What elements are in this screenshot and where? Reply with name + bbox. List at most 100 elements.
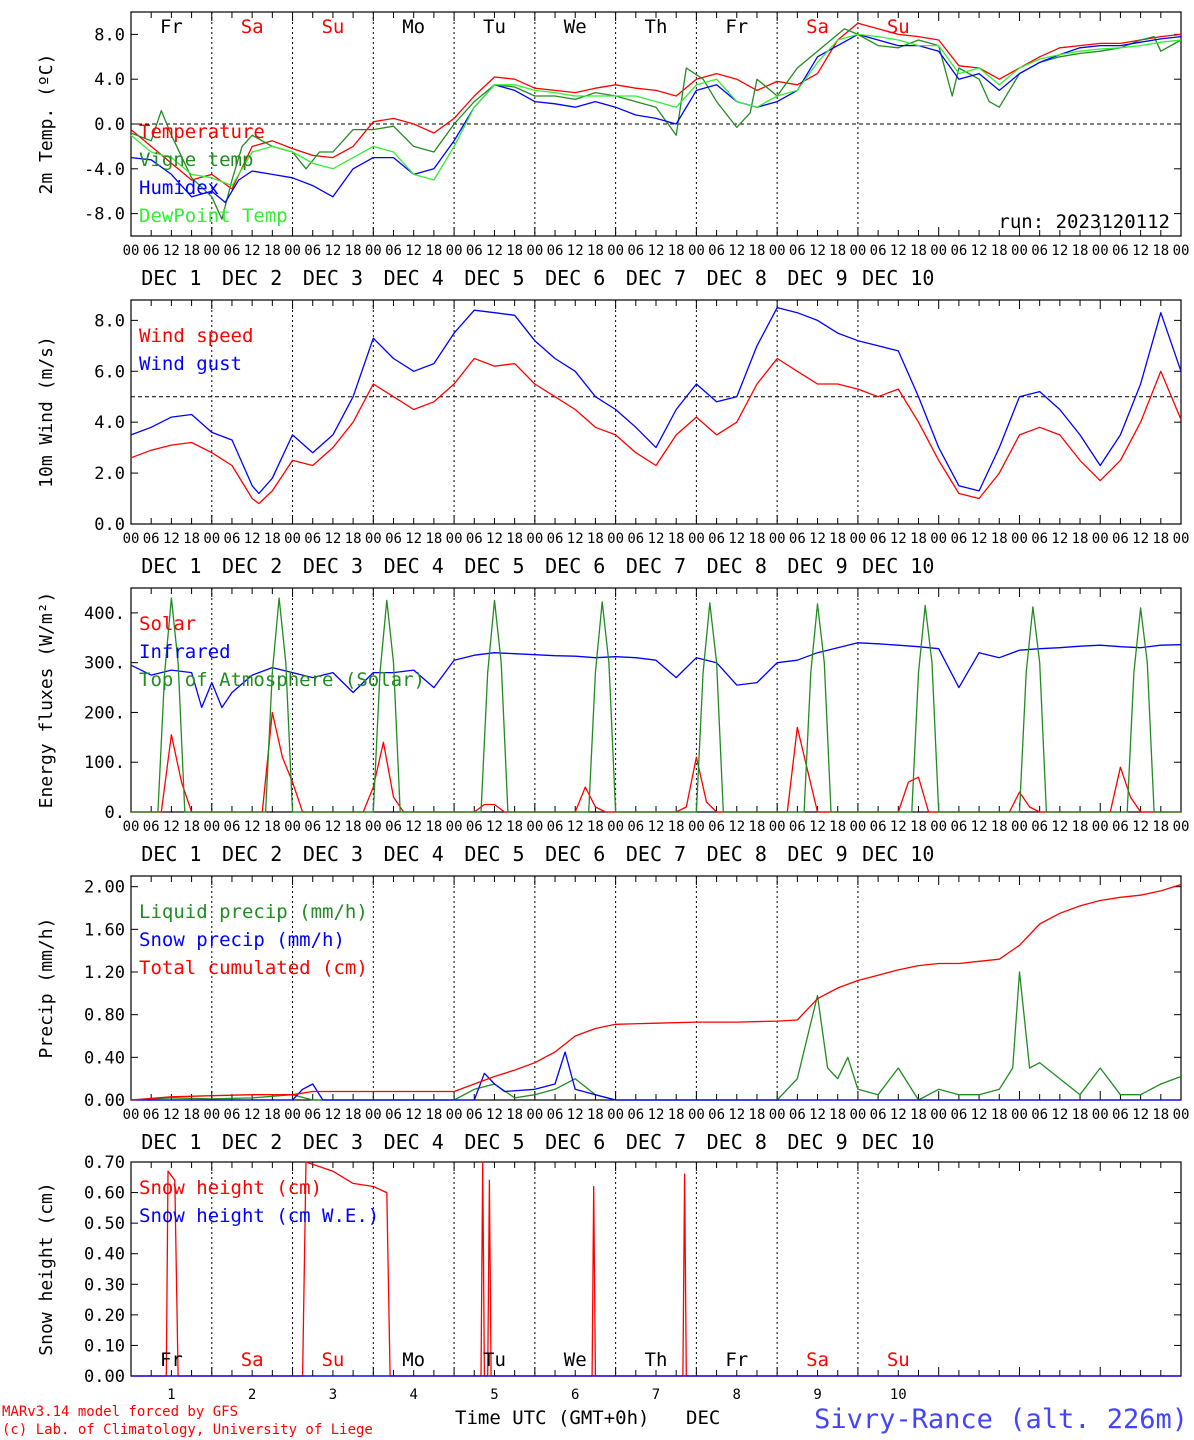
y-tick-label: 0.80 xyxy=(84,1006,125,1026)
y-tick-label: 1.60 xyxy=(84,920,125,940)
hour-tick-label: 00 xyxy=(203,531,220,547)
run-label: run: 2023120112 xyxy=(998,211,1170,233)
hour-tick-label: 06 xyxy=(708,1107,725,1123)
hour-tick-label: 00 xyxy=(203,243,220,259)
day-number-label: 4 xyxy=(409,1387,417,1403)
y-tick-label: 0.30 xyxy=(84,1275,125,1295)
y-tick-label: 0.00 xyxy=(84,1091,125,1111)
date-label: DEC 9 xyxy=(787,266,847,290)
hour-tick-label: 18 xyxy=(991,531,1008,547)
hour-tick-label: 18 xyxy=(506,819,523,835)
hour-tick-label: 00 xyxy=(607,531,624,547)
hour-tick-label: 06 xyxy=(143,1107,160,1123)
hour-tick-label: 12 xyxy=(648,531,665,547)
hour-tick-label: 00 xyxy=(607,819,624,835)
y-tick-label: 6.0 xyxy=(94,362,125,382)
y-tick-label: -4.0 xyxy=(84,160,125,180)
hour-tick-label: 00 xyxy=(1011,819,1028,835)
hour-tick-label: 18 xyxy=(264,1107,281,1123)
weekday-label: Sa xyxy=(241,1349,264,1371)
hour-tick-label: 06 xyxy=(1112,243,1129,259)
hour-tick-label: 12 xyxy=(1051,819,1068,835)
hour-tick-label: 12 xyxy=(163,819,180,835)
y-tick-label: 100. xyxy=(84,753,125,773)
hour-tick-label: 06 xyxy=(143,531,160,547)
hour-tick-label: 06 xyxy=(224,243,241,259)
hour-tick-label: 06 xyxy=(789,1107,806,1123)
y-tick-label: 2.0 xyxy=(94,464,125,484)
day-number-label: 2 xyxy=(248,1387,256,1403)
hour-tick-label: 18 xyxy=(829,243,846,259)
hour-tick-label: 00 xyxy=(1092,531,1109,547)
hour-tick-label: 06 xyxy=(547,819,564,835)
hour-tick-label: 06 xyxy=(547,531,564,547)
hour-tick-label: 06 xyxy=(870,531,887,547)
hour-tick-label: 06 xyxy=(870,819,887,835)
hour-tick-label: 06 xyxy=(385,243,402,259)
hour-tick-label: 00 xyxy=(769,1107,786,1123)
hour-tick-label: 12 xyxy=(324,531,341,547)
hour-tick-label: 18 xyxy=(668,243,685,259)
hour-tick-label: 06 xyxy=(870,1107,887,1123)
hour-tick-label: 00 xyxy=(930,531,947,547)
hour-tick-label: 00 xyxy=(123,243,140,259)
weekday-label: Fr xyxy=(725,16,748,38)
hour-tick-label: 18 xyxy=(345,243,362,259)
weekday-label: Sa xyxy=(806,16,829,38)
hour-tick-label: 12 xyxy=(809,1107,826,1123)
hour-tick-label: 00 xyxy=(526,1107,543,1123)
hour-tick-label: 12 xyxy=(244,243,261,259)
hour-tick-label: 18 xyxy=(425,531,442,547)
hour-tick-label: 00 xyxy=(284,531,301,547)
hour-tick-label: 00 xyxy=(1011,531,1028,547)
hour-tick-label: 12 xyxy=(1132,531,1149,547)
series-line-dewpoint-temp xyxy=(130,33,1182,187)
hour-tick-label: 18 xyxy=(668,1107,685,1123)
hour-tick-label: 06 xyxy=(547,1107,564,1123)
hour-tick-label: 00 xyxy=(446,819,463,835)
y-axis-label: Energy fluxes (W/m²) xyxy=(36,592,57,809)
hour-tick-label: 18 xyxy=(506,1107,523,1123)
y-axis-label: 10m Wind (m/s) xyxy=(36,336,57,488)
hour-tick-label: 18 xyxy=(991,243,1008,259)
hour-tick-label: 00 xyxy=(526,819,543,835)
hour-tick-label: 12 xyxy=(405,1107,422,1123)
hour-tick-label: 12 xyxy=(324,819,341,835)
legend-entry: Snow height (cm W.E.) xyxy=(139,1205,379,1227)
hour-tick-label: 00 xyxy=(930,1107,947,1123)
hour-tick-label: 18 xyxy=(1072,819,1089,835)
hour-tick-label: 12 xyxy=(1132,243,1149,259)
hour-tick-label: 06 xyxy=(304,243,321,259)
hour-tick-label: 18 xyxy=(749,819,766,835)
hour-tick-label: 00 xyxy=(1173,531,1190,547)
hour-tick-label: 00 xyxy=(365,531,382,547)
y-axis-label: Snow height (cm) xyxy=(36,1182,57,1355)
hour-tick-label: 12 xyxy=(648,819,665,835)
footer-dec-label: DEC xyxy=(686,1407,720,1429)
series-line-solar xyxy=(131,711,1181,813)
hour-tick-label: 18 xyxy=(183,819,200,835)
hour-tick-label: 00 xyxy=(284,1107,301,1123)
hour-tick-label: 18 xyxy=(749,1107,766,1123)
hour-tick-label: 12 xyxy=(405,243,422,259)
hour-tick-label: 12 xyxy=(567,531,584,547)
hour-tick-label: 12 xyxy=(567,243,584,259)
panel-snow: 0.00 0.10 0.20 0.30 0.40 0.50 0.60 0.70 Snow hei… xyxy=(36,1153,1182,1403)
hour-tick-label: 18 xyxy=(587,243,604,259)
hour-tick-label: 00 xyxy=(123,819,140,835)
hour-tick-label: 06 xyxy=(304,531,321,547)
y-tick-label: 0.10 xyxy=(84,1336,125,1356)
date-label: DEC 6 xyxy=(545,266,605,290)
legend-entry: Vigne temp xyxy=(139,149,253,171)
date-label: DEC 2 xyxy=(222,266,282,290)
hour-tick-label: 00 xyxy=(688,243,705,259)
hour-tick-label: 18 xyxy=(183,243,200,259)
hour-tick-label: 12 xyxy=(567,1107,584,1123)
hour-tick-label: 18 xyxy=(1152,1107,1169,1123)
hour-tick-label: 06 xyxy=(627,1107,644,1123)
legend-entry: Snow height (cm) xyxy=(139,1177,322,1199)
hour-tick-label: 06 xyxy=(385,1107,402,1123)
hour-tick-label: 00 xyxy=(365,243,382,259)
hour-tick-label: 00 xyxy=(849,531,866,547)
hour-tick-label: 06 xyxy=(1031,1107,1048,1123)
